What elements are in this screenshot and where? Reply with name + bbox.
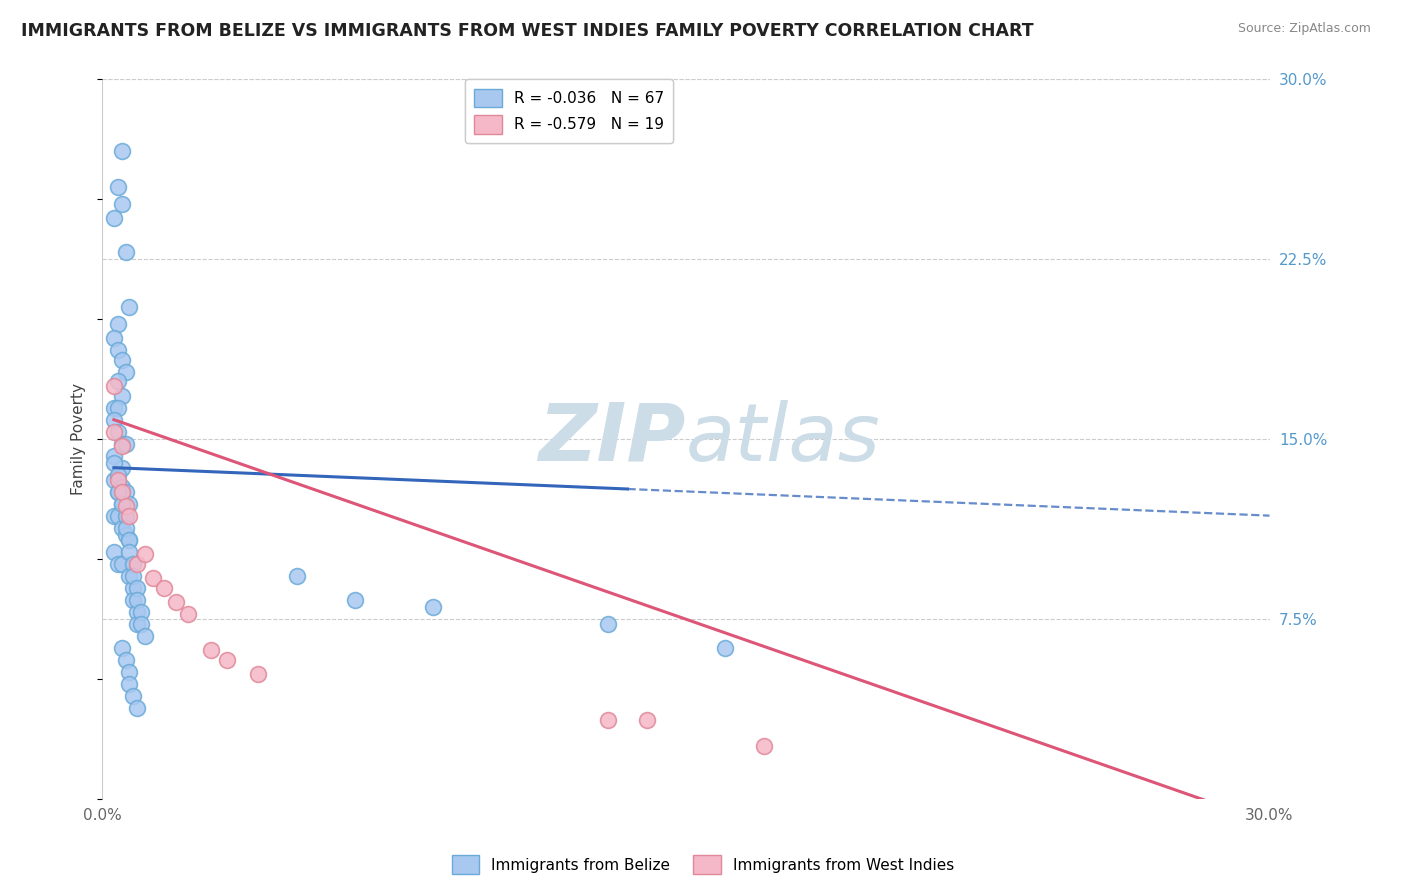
Point <box>114 244 136 259</box>
Point <box>114 652 136 666</box>
Point <box>596 713 619 727</box>
Point <box>111 196 134 211</box>
Point <box>111 436 134 450</box>
Legend: Immigrants from Belize, Immigrants from West Indies: Immigrants from Belize, Immigrants from … <box>446 849 960 880</box>
Point <box>111 521 134 535</box>
Point <box>127 605 149 619</box>
Point <box>122 689 145 703</box>
Point <box>118 568 141 582</box>
Point <box>103 211 125 226</box>
Text: Source: ZipAtlas.com: Source: ZipAtlas.com <box>1237 22 1371 36</box>
Point <box>111 460 134 475</box>
Point <box>111 389 134 403</box>
Point <box>122 568 145 582</box>
Point <box>107 343 129 357</box>
Point <box>103 508 125 523</box>
Point <box>103 425 125 439</box>
Point <box>111 144 134 158</box>
Point <box>103 473 125 487</box>
Point <box>111 352 134 367</box>
Point <box>636 713 658 727</box>
Point <box>118 508 141 523</box>
Point <box>107 557 129 571</box>
Point <box>153 581 176 595</box>
Point <box>107 180 129 194</box>
Point <box>752 739 775 753</box>
Point <box>122 581 145 595</box>
Text: ZIP: ZIP <box>538 400 686 478</box>
Point <box>122 557 145 571</box>
Point <box>165 595 187 609</box>
Point <box>127 557 149 571</box>
Point <box>107 374 129 388</box>
Point <box>107 484 129 499</box>
Point <box>107 425 129 439</box>
Y-axis label: Family Poverty: Family Poverty <box>72 383 86 495</box>
Point <box>422 599 444 614</box>
Point <box>200 643 222 657</box>
Point <box>111 484 134 499</box>
Point <box>114 508 136 523</box>
Point <box>118 300 141 314</box>
Point <box>246 667 269 681</box>
Point <box>285 568 308 582</box>
Text: IMMIGRANTS FROM BELIZE VS IMMIGRANTS FROM WEST INDIES FAMILY POVERTY CORRELATION: IMMIGRANTS FROM BELIZE VS IMMIGRANTS FRO… <box>21 22 1033 40</box>
Point <box>118 665 141 679</box>
Legend: R = -0.036   N = 67, R = -0.579   N = 19: R = -0.036 N = 67, R = -0.579 N = 19 <box>465 79 673 143</box>
Point <box>127 616 149 631</box>
Point <box>114 521 136 535</box>
Point <box>215 652 238 666</box>
Point <box>129 616 152 631</box>
Point <box>111 439 134 453</box>
Point <box>118 533 141 547</box>
Point <box>111 497 134 511</box>
Point <box>111 557 134 571</box>
Point <box>134 629 156 643</box>
Point <box>344 592 367 607</box>
Point <box>127 700 149 714</box>
Point <box>103 401 125 415</box>
Point <box>103 331 125 345</box>
Point <box>111 640 134 655</box>
Point <box>114 499 136 513</box>
Point <box>107 467 129 482</box>
Point <box>107 508 129 523</box>
Text: atlas: atlas <box>686 400 880 478</box>
Point <box>118 676 141 690</box>
Point <box>122 592 145 607</box>
Point <box>114 508 136 523</box>
Point <box>118 533 141 547</box>
Point <box>713 640 735 655</box>
Point <box>127 581 149 595</box>
Point <box>134 547 156 561</box>
Point <box>114 484 136 499</box>
Point <box>103 449 125 463</box>
Point <box>177 607 200 621</box>
Point <box>111 497 134 511</box>
Point <box>114 365 136 379</box>
Point <box>107 317 129 331</box>
Point <box>118 497 141 511</box>
Point <box>107 473 129 487</box>
Point <box>118 544 141 558</box>
Point <box>142 571 165 585</box>
Point <box>107 484 129 499</box>
Point <box>103 379 125 393</box>
Point <box>103 544 125 558</box>
Point <box>103 412 125 426</box>
Point <box>114 436 136 450</box>
Point <box>596 616 619 631</box>
Point <box>114 528 136 542</box>
Point <box>129 605 152 619</box>
Point <box>111 480 134 494</box>
Point <box>127 592 149 607</box>
Point <box>107 401 129 415</box>
Point <box>103 456 125 470</box>
